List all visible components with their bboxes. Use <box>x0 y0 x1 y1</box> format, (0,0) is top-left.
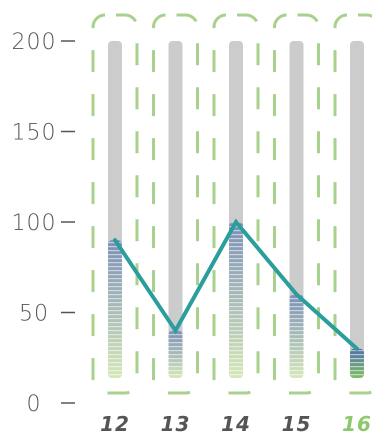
column-bracket <box>91 13 139 395</box>
column-track <box>168 41 183 378</box>
value-bar-stripes <box>289 294 304 378</box>
y-axis: 0 50 100 150 200 <box>12 30 75 417</box>
x-tick-label: 13 <box>161 412 191 435</box>
column-bracket <box>152 13 199 395</box>
x-tick-label: 15 <box>282 412 312 435</box>
x-tick-label: 16 <box>342 412 372 435</box>
value-bar-stripes <box>229 222 243 378</box>
x-tick-label: 14 <box>221 412 251 435</box>
value-bar-stripes <box>108 240 122 378</box>
y-tick-label: 50 <box>19 302 49 327</box>
column-group <box>273 13 320 395</box>
value-bar-stripes <box>350 348 364 378</box>
column-bracket <box>212 13 260 395</box>
column-group <box>212 13 260 395</box>
y-tick-label: 0 <box>27 392 42 417</box>
y-tick-label: 200 <box>12 30 57 55</box>
column-group <box>91 13 139 395</box>
column-bracket <box>273 13 320 395</box>
y-tick-label: 100 <box>12 211 57 236</box>
column-group <box>152 13 199 395</box>
value-bar-stripes <box>168 330 183 378</box>
column-bracket <box>333 13 372 395</box>
column-track <box>289 41 304 378</box>
trend-line <box>113 218 359 351</box>
trend-line-layer <box>113 218 359 351</box>
x-tick-label: 12 <box>100 412 130 435</box>
columns <box>91 13 372 395</box>
y-tick-label: 150 <box>12 121 57 146</box>
column-track <box>350 41 364 378</box>
x-axis: 12 13 14 15 16 <box>100 412 372 435</box>
column-group <box>333 13 372 395</box>
